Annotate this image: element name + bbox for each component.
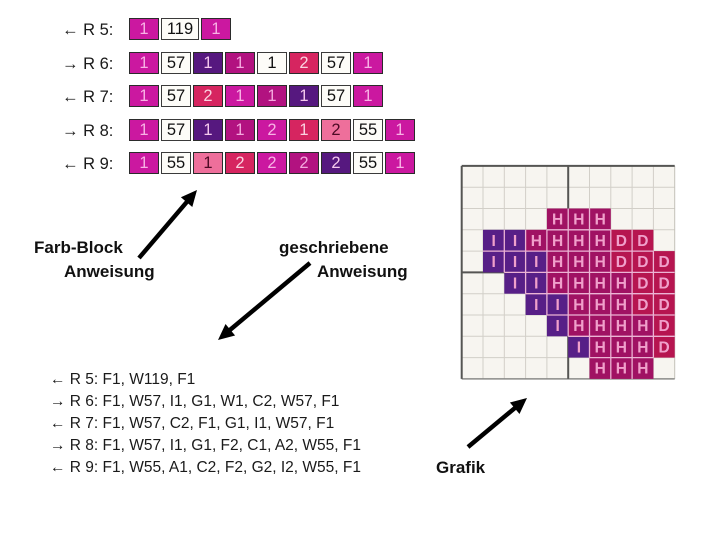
svg-text:H: H [616, 339, 627, 356]
svg-text:H: H [573, 212, 584, 229]
svg-text:H: H [573, 276, 584, 293]
svg-text:H: H [616, 318, 627, 335]
svg-text:D: D [616, 233, 627, 250]
svg-text:H: H [573, 297, 584, 314]
svg-text:H: H [531, 233, 542, 250]
svg-text:H: H [595, 339, 606, 356]
svg-text:I: I [513, 276, 517, 293]
svg-text:D: D [658, 318, 669, 335]
svg-text:D: D [658, 276, 669, 293]
svg-text:H: H [616, 276, 627, 293]
svg-text:H: H [595, 318, 606, 335]
svg-text:H: H [552, 276, 563, 293]
svg-text:H: H [573, 254, 584, 271]
svg-text:H: H [595, 212, 606, 229]
svg-text:H: H [573, 318, 584, 335]
svg-text:H: H [552, 254, 563, 271]
svg-text:H: H [595, 297, 606, 314]
svg-text:I: I [491, 254, 495, 271]
svg-text:H: H [573, 233, 584, 250]
svg-text:I: I [513, 254, 517, 271]
svg-text:H: H [637, 361, 648, 378]
svg-text:D: D [658, 339, 669, 356]
svg-text:I: I [534, 297, 538, 314]
svg-text:D: D [637, 233, 648, 250]
svg-text:I: I [534, 276, 538, 293]
svg-text:D: D [658, 254, 669, 271]
svg-text:H: H [637, 339, 648, 356]
svg-text:H: H [595, 361, 606, 378]
svg-text:H: H [595, 233, 606, 250]
svg-text:I: I [577, 339, 581, 356]
svg-text:D: D [637, 276, 648, 293]
svg-text:D: D [616, 254, 627, 271]
svg-text:D: D [658, 297, 669, 314]
svg-text:D: D [637, 297, 648, 314]
svg-text:I: I [534, 254, 538, 271]
svg-text:H: H [552, 212, 563, 229]
svg-text:H: H [616, 297, 627, 314]
svg-text:I: I [491, 233, 495, 250]
svg-text:D: D [637, 254, 648, 271]
svg-text:I: I [555, 297, 559, 314]
svg-text:I: I [513, 233, 517, 250]
svg-text:H: H [595, 276, 606, 293]
svg-text:H: H [552, 233, 563, 250]
svg-text:H: H [616, 361, 627, 378]
svg-text:I: I [555, 318, 559, 335]
svg-text:H: H [595, 254, 606, 271]
svg-text:H: H [637, 318, 648, 335]
